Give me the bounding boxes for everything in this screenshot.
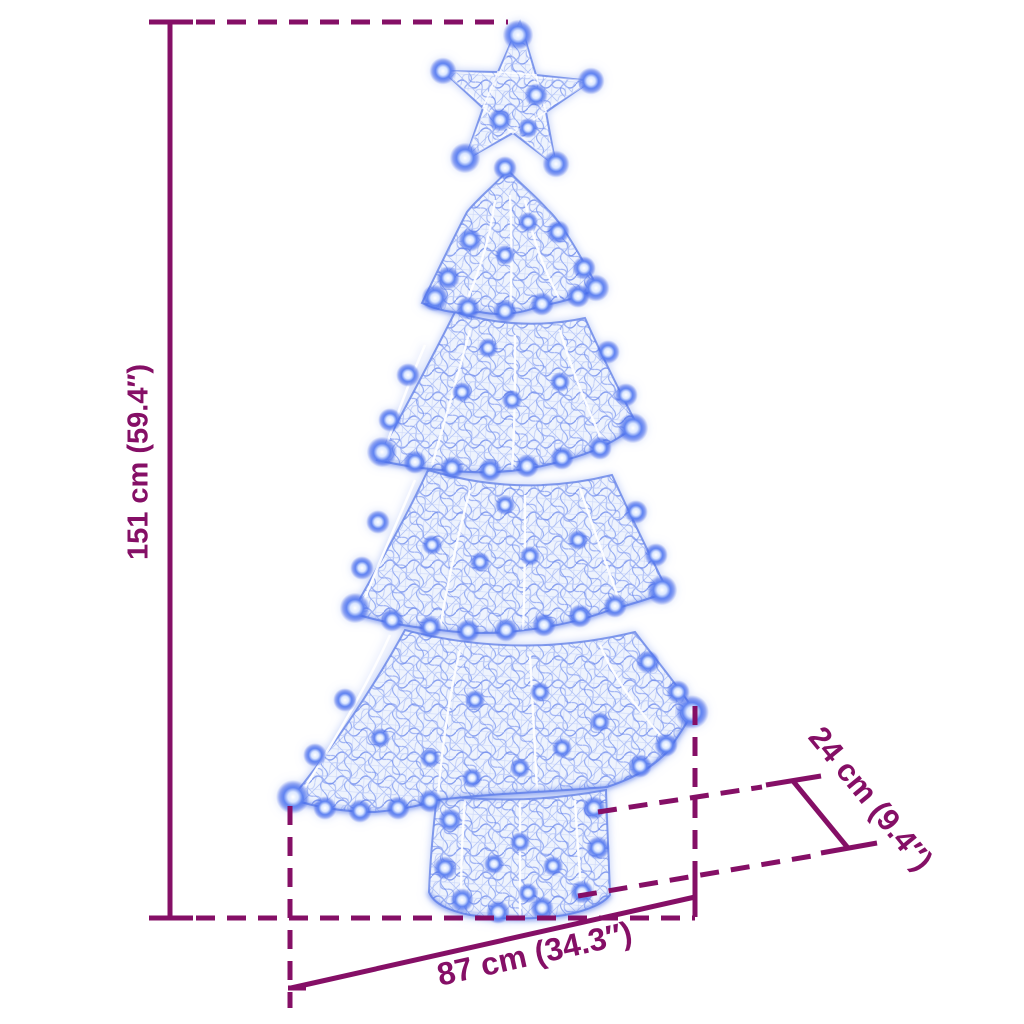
- tree-tier-bottom: [290, 629, 695, 813]
- christmas-tree-image: [276, 19, 709, 924]
- depth-lower-tick: [820, 840, 878, 856]
- depth-lower-extension-line: [577, 852, 819, 899]
- depth-dimension-line: [791, 779, 850, 850]
- depth-upper-tick: [765, 773, 822, 788]
- led-lights-layer: [276, 19, 709, 924]
- width-dimension-line: [290, 894, 696, 991]
- height-dimension-label: 151 cm (59.4″): [123, 364, 155, 560]
- depth-upper-extension-line: [597, 784, 763, 815]
- width-dimension-label: 87 cm (34.3″): [434, 914, 636, 992]
- dimension-annotations: [149, 19, 878, 1008]
